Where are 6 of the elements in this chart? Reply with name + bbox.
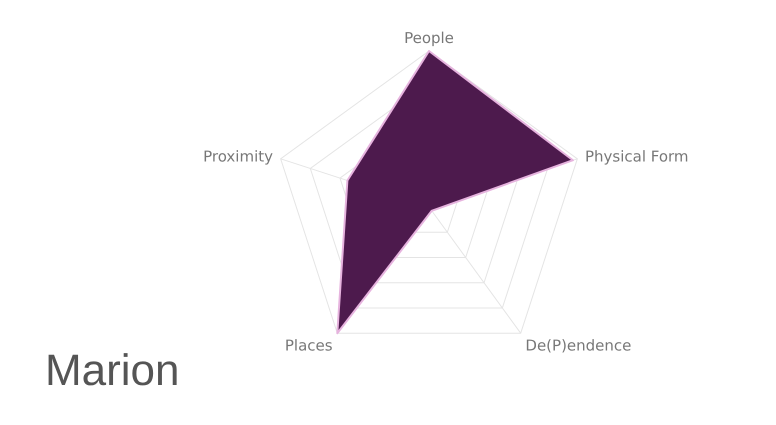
spoke-label: De(P)endence (525, 336, 632, 354)
spoke-label: Places (284, 336, 333, 354)
spoke-label: Physical Form (584, 148, 689, 166)
spoke-label: Proximity (203, 148, 274, 166)
spoke-label: People (404, 29, 454, 47)
text: Marion (45, 346, 180, 396)
